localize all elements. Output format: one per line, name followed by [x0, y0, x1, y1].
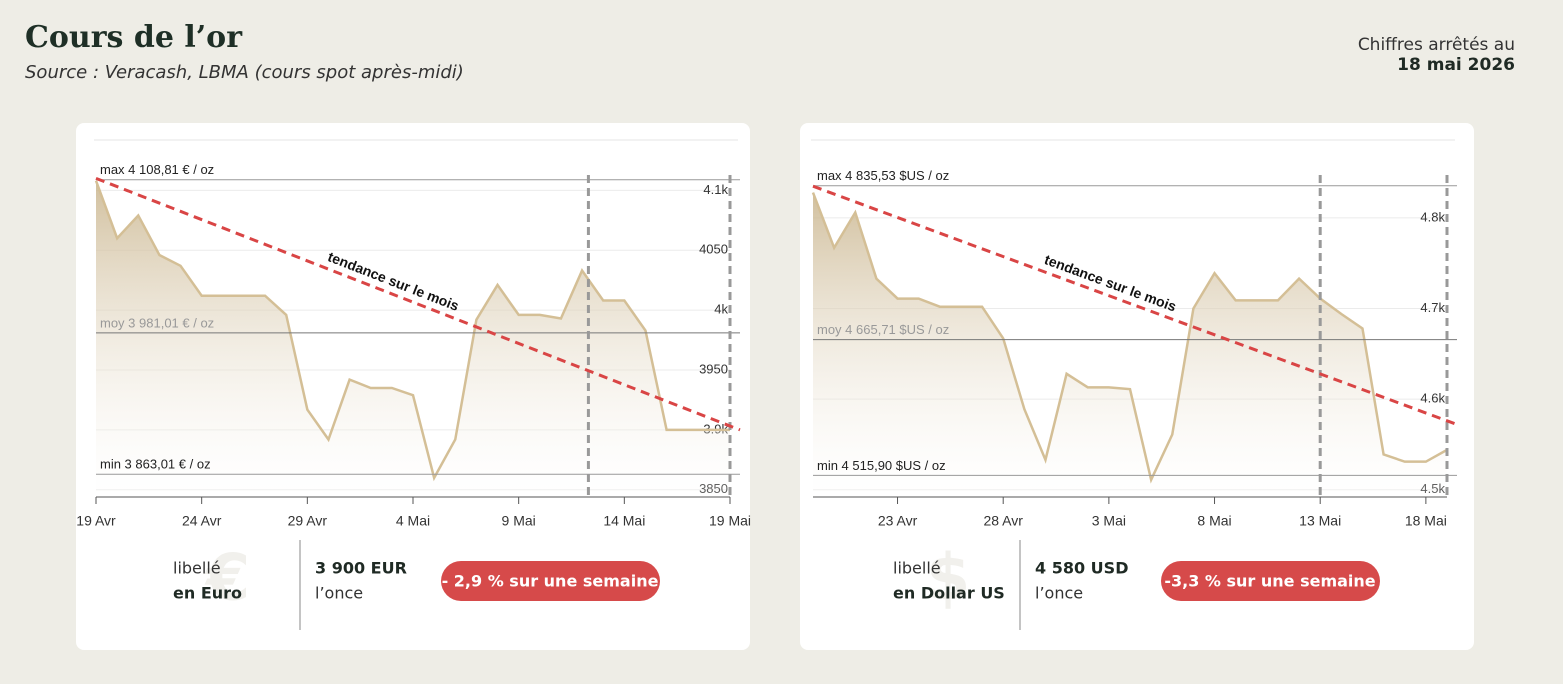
- area-fill: [96, 180, 730, 497]
- source: Source : Veracash, LBMA (cours spot aprè…: [25, 62, 464, 83]
- change: -3,3 % sur une semaine: [1164, 572, 1375, 591]
- y-tick-label: 4k: [714, 302, 728, 317]
- x-tick-label: 23 Avr: [878, 513, 918, 529]
- ref-label: min 4 515,90 $US / oz: [817, 458, 946, 473]
- y-tick-label: 4.8k: [1420, 209, 1445, 224]
- price-line: [811, 192, 1448, 484]
- x-tick-label: 29 Avr: [288, 513, 328, 529]
- label-line1: libellé: [173, 559, 221, 578]
- currency-icon: $: [926, 542, 971, 616]
- y-tick-label: 4050: [699, 242, 728, 257]
- x-tick-label: 13 Mai: [1299, 513, 1341, 529]
- ref-label: moy 4 665,71 $US / oz: [817, 322, 949, 337]
- x-tick-label: 19 Mai: [709, 513, 751, 529]
- date-note: Chiffres arrêtés au: [1358, 35, 1515, 55]
- ref-label: max 4 108,81 € / oz: [100, 162, 214, 177]
- ref-label: min 3 863,01 € / oz: [100, 457, 211, 472]
- ref-label: max 4 835,53 $US / oz: [817, 168, 949, 183]
- price-unit: l’once: [1035, 584, 1083, 603]
- change: - 2,9 % sur une semaine: [442, 572, 659, 591]
- x-tick-label: 8 Mai: [1197, 513, 1231, 529]
- page-title: Cours de l’or: [25, 20, 243, 55]
- price: 4 580 USD: [1035, 559, 1128, 578]
- trend-line: [812, 184, 1458, 426]
- x-tick-label: 14 Mai: [603, 513, 645, 529]
- currency-icon: €: [204, 542, 251, 616]
- y-tick-label: 4.7k: [1420, 300, 1445, 315]
- label-line2: en Euro: [173, 584, 242, 603]
- y-tick-label: 4.6k: [1420, 391, 1445, 406]
- label-line1: libellé: [893, 559, 941, 578]
- card: [76, 123, 750, 650]
- x-tick-label: 24 Avr: [182, 513, 222, 529]
- x-tick-label: 4 Mai: [396, 513, 430, 529]
- y-tick-label: 3950: [699, 361, 728, 376]
- y-tick-label: 4.1k: [703, 182, 728, 197]
- card: [800, 123, 1474, 650]
- x-tick-label: 19 Avr: [76, 513, 116, 529]
- price: 3 900 EUR: [315, 559, 407, 578]
- price-unit: l’once: [315, 584, 363, 603]
- change-pill: [1161, 561, 1380, 601]
- x-tick-label: 3 Mai: [1092, 513, 1126, 529]
- trend-line: [95, 176, 741, 432]
- area-fill: [813, 192, 1447, 498]
- date: 18 mai 2026: [1397, 55, 1515, 75]
- x-tick-label: 18 Mai: [1405, 513, 1447, 529]
- ref-label: moy 3 981,01 € / oz: [100, 315, 214, 330]
- x-tick-label: 9 Mai: [502, 513, 536, 529]
- change-pill: [441, 561, 660, 601]
- price-line: [94, 180, 730, 482]
- label-line2: en Dollar US: [893, 584, 1005, 603]
- x-tick-label: 28 Avr: [983, 513, 1023, 529]
